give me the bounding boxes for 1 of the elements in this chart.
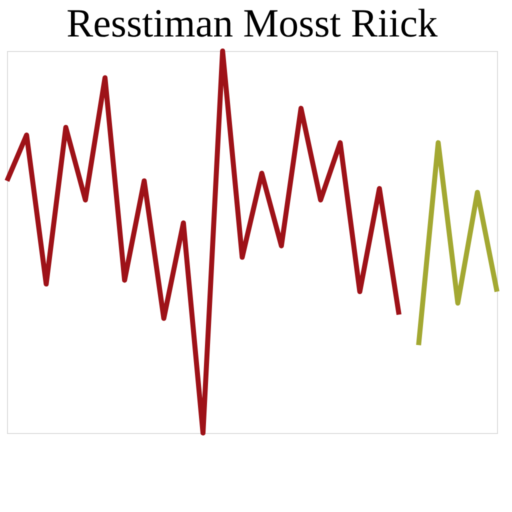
chart-title: Resstiman Mosst Riick [66, 0, 438, 46]
